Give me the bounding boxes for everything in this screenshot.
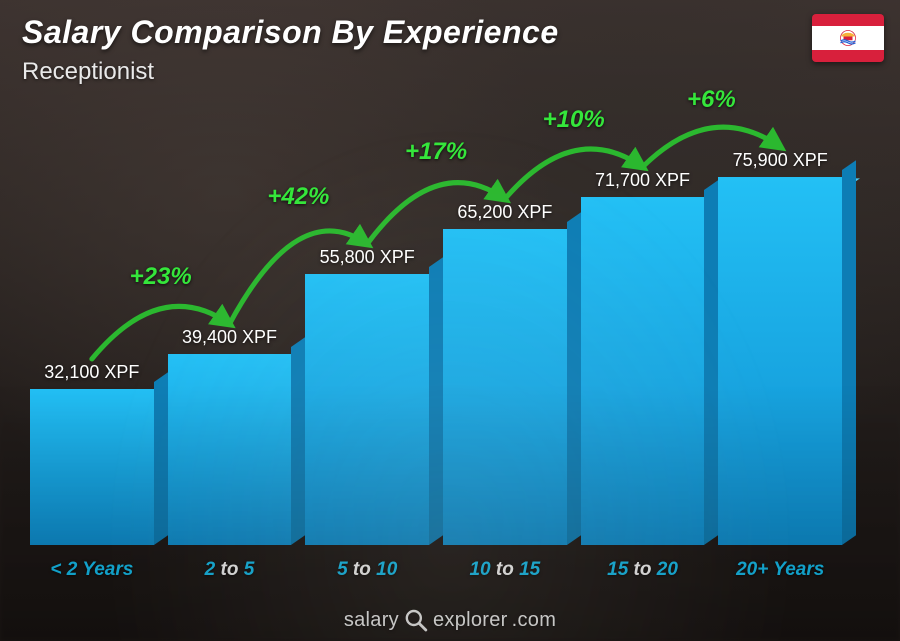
bar-shape xyxy=(30,389,154,545)
flag-stripe-top xyxy=(812,14,884,26)
domain-suffix: .com xyxy=(512,609,557,632)
bars-container: 32,100 XPF 39,400 XPF 55,800 XPF 65,200 XPF… xyxy=(30,145,842,545)
brand-prefix: salary xyxy=(344,609,399,632)
bar-value-label: 65,200 XPF xyxy=(457,202,552,223)
x-label-0: < 2 Years xyxy=(30,559,154,581)
bar-value-label: 39,400 XPF xyxy=(182,327,277,348)
french-polynesia-flag xyxy=(812,14,884,62)
bar-chart: 32,100 XPF 39,400 XPF 55,800 XPF 65,200 XPF… xyxy=(30,110,842,591)
magnifier-icon xyxy=(403,607,429,633)
increase-pct-4: +10% xyxy=(543,106,605,133)
bar-3: 65,200 XPF xyxy=(443,202,567,545)
x-labels: < 2 Years 2 to 5 5 to 10 10 to 15 15 to 20 20… xyxy=(30,559,842,581)
page-title: Salary Comparison By Experience xyxy=(22,14,559,51)
increase-pct-5: +6% xyxy=(687,86,736,113)
x-label-1: 2 to 5 xyxy=(168,559,292,581)
x-label-5: 20+ Years xyxy=(718,559,842,581)
brand-suffix: explorer xyxy=(433,609,508,632)
chart-stage: Salary Comparison By Experience Receptio… xyxy=(0,0,900,641)
bar-4: 71,700 XPF xyxy=(581,170,705,545)
bar-shape xyxy=(718,177,842,545)
x-label-2: 5 to 10 xyxy=(305,559,429,581)
bar-1: 39,400 XPF xyxy=(168,327,292,545)
x-label-4: 15 to 20 xyxy=(581,559,705,581)
bar-value-label: 55,800 XPF xyxy=(320,247,415,268)
x-label-3: 10 to 15 xyxy=(443,559,567,581)
bar-5: 75,900 XPF xyxy=(718,150,842,545)
bar-2: 55,800 XPF xyxy=(305,247,429,545)
flag-stripe-bottom xyxy=(812,50,884,62)
page-subtitle: Receptionist xyxy=(22,58,154,86)
flag-emblem-icon xyxy=(833,27,863,49)
bar-value-label: 71,700 XPF xyxy=(595,170,690,191)
bar-shape xyxy=(581,197,705,545)
bar-shape xyxy=(305,274,429,545)
bar-value-label: 75,900 XPF xyxy=(733,150,828,171)
bar-value-label: 32,100 XPF xyxy=(44,362,139,383)
bar-0: 32,100 XPF xyxy=(30,362,154,545)
bar-shape xyxy=(443,229,567,545)
attribution: salary explorer.com xyxy=(344,607,556,633)
bar-shape xyxy=(168,354,292,545)
flag-stripe-mid xyxy=(812,26,884,50)
